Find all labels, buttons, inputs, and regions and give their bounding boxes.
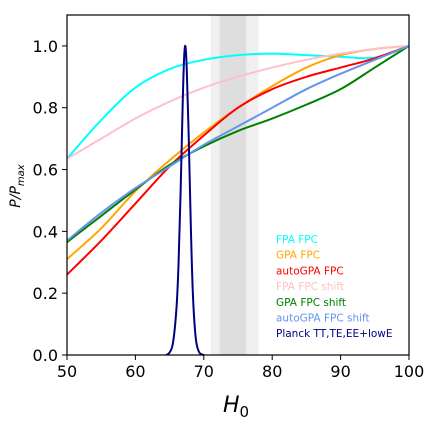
legend-entry: GPA FPC shift [276,297,346,309]
y-tick-label: 1.0 [33,37,58,56]
legend: FPA FPC GPA FPC autoGPA FPC FPA FPC shift GP… [276,234,393,340]
x-tick-label: 50 [57,362,77,381]
y-tick-label: 0.2 [33,284,58,303]
x-axis-label-main: H [223,393,240,418]
y-axis-label-main: P/P [8,186,24,208]
y-tick-label: 0.4 [33,222,58,241]
x-tick-label: 80 [262,362,282,381]
series-line-5 [66,44,410,242]
legend-entry: autoGPA FPC [276,265,344,277]
x-axis-label: H0 [223,393,249,421]
series-line-4 [66,45,410,243]
y-axis-label-sub: max [16,164,27,186]
x-axis-label-sub: 0 [240,403,250,421]
legend-entry: FPA FPC shift [276,281,344,293]
legend-entry: FPA FPC [276,234,318,246]
series-line-3 [66,44,410,160]
highlight-bands [210,15,259,355]
y-tick-label: 0.0 [33,346,58,365]
series-lines [66,44,410,356]
series-line-6 [165,44,205,356]
x-tick-label: 70 [194,362,214,381]
y-tick-label: 0.6 [33,161,58,180]
legend-entry: GPA FPC [276,250,320,262]
plot-frame [66,14,410,356]
legend-entry: Planck TT,TE,EE+lowE [276,328,393,340]
series-line-0 [66,44,410,160]
legend-entry: autoGPA FPC shift [276,313,370,325]
x-tick-label: 100 [394,362,425,381]
y-tick-label: 0.8 [33,99,58,118]
series-line-2 [66,44,410,276]
x-axis: 50 60 70 80 90 100 [57,355,424,381]
y-axis-label: P/Pmax [8,164,27,207]
x-tick-label: 90 [330,362,350,381]
y-axis: 0.0 0.2 0.4 0.6 0.8 1.0 [33,37,67,365]
highlight-band-1 [219,15,247,355]
x-tick-label: 60 [125,362,145,381]
